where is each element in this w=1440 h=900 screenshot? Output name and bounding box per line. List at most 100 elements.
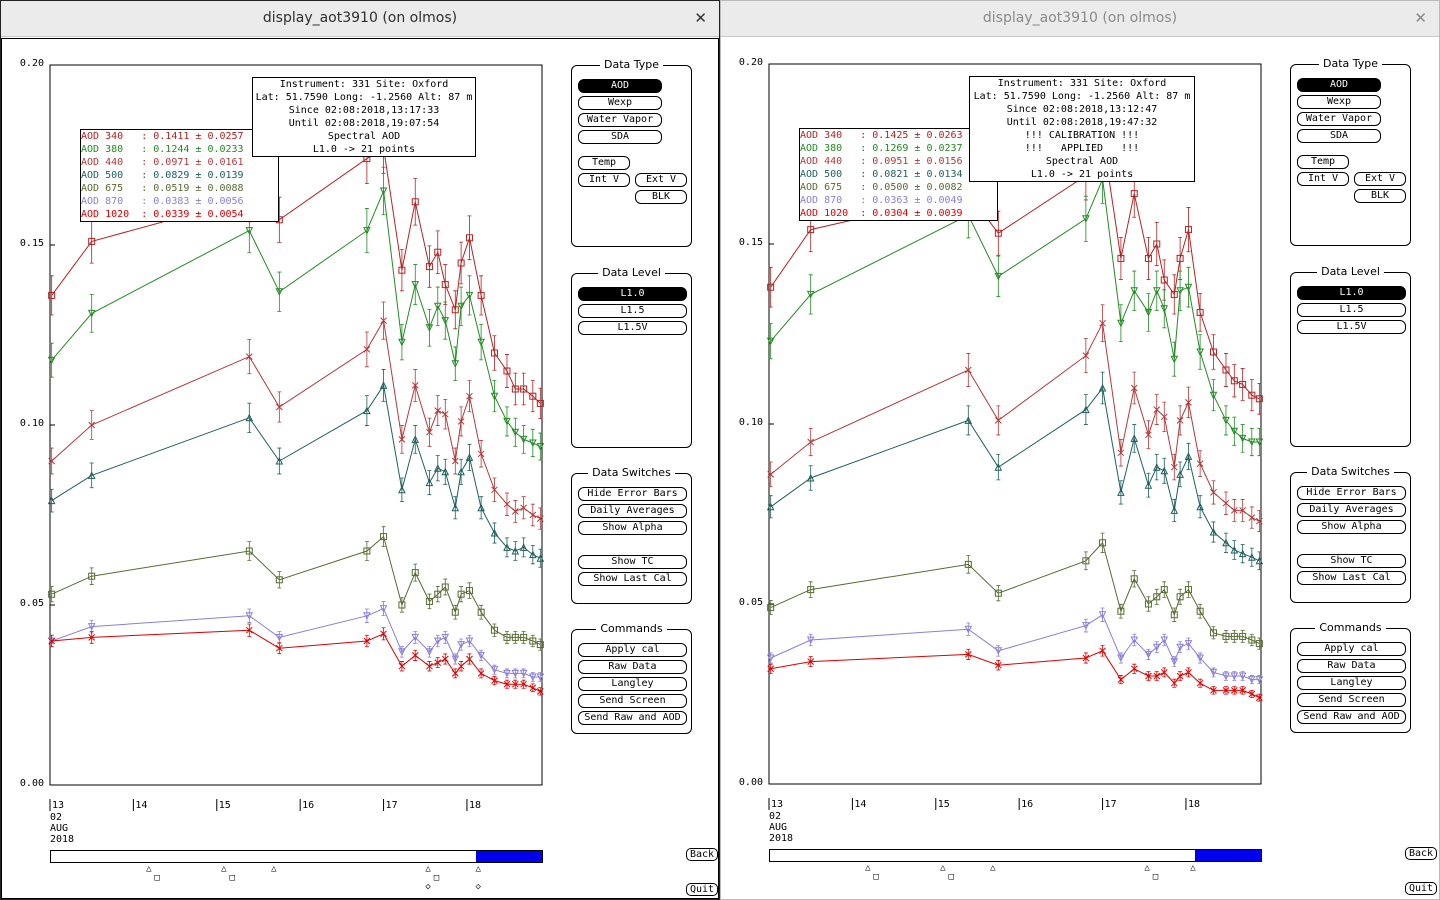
data-type-water-vapor-button[interactable]: Water Vapor [578, 113, 662, 127]
error-bar [966, 622, 971, 636]
data-level-l15-button[interactable]: L1.5 [578, 304, 687, 318]
series-line [51, 189, 541, 448]
data-point [536, 515, 544, 522]
daily-averages-button[interactable]: Daily Averages [1297, 503, 1406, 517]
data-point [1176, 287, 1184, 295]
data-point [1222, 366, 1230, 374]
panel-title: Data Type [572, 58, 691, 72]
raw-data-button[interactable]: Raw Data [578, 660, 687, 674]
error-bar [399, 597, 404, 613]
timeline-bar[interactable] [50, 850, 543, 863]
data-type-ext-v-button[interactable]: Ext V [1354, 172, 1406, 186]
info-box: Instrument: 331 Site: Oxford Lat: 51.7590… [252, 77, 476, 157]
panel-title-text: Commands [1315, 621, 1386, 634]
data-point [994, 272, 1003, 281]
data-type-sda-button[interactable]: SDA [578, 130, 662, 144]
show-last-cal-button[interactable]: Show Last Cal [578, 572, 687, 586]
data-point [457, 662, 465, 670]
data-type-temp-button[interactable]: Temp [578, 156, 630, 170]
data-level-l10-button[interactable]: L1.0 [1297, 286, 1406, 300]
titlebar[interactable]: display_aot3910 (on olmos) ✕ [1, 1, 719, 37]
data-point [426, 662, 433, 670]
error-bar [1198, 334, 1203, 370]
data-point [511, 633, 519, 641]
close-icon[interactable]: ✕ [694, 9, 707, 27]
error-bar [1232, 540, 1237, 560]
error-bar [413, 425, 418, 454]
data-level-l15v-button[interactable]: L1.5V [578, 321, 687, 335]
error-bar [459, 458, 464, 485]
data-type-ext-v-button[interactable]: Ext V [635, 173, 687, 187]
send-screen-button[interactable]: Send Screen [1297, 693, 1406, 707]
timeline-marker: □ [948, 872, 954, 882]
data-point [411, 569, 419, 577]
raw-data-button[interactable]: Raw Data [1297, 659, 1406, 673]
apply-cal-button[interactable]: Apply cal [1297, 642, 1406, 656]
close-icon[interactable]: ✕ [1414, 9, 1427, 27]
show-tc-button[interactable]: Show TC [1297, 554, 1406, 568]
daily-averages-button[interactable]: Daily Averages [578, 504, 687, 518]
data-type-aod-button[interactable]: AOD [578, 79, 662, 93]
error-bar [381, 526, 386, 547]
timeline-selection[interactable] [1195, 850, 1261, 861]
data-type-wexp-button[interactable]: Wexp [1297, 95, 1381, 109]
langley-button[interactable]: Langley [578, 677, 687, 691]
data-point [806, 636, 815, 645]
data-point [457, 590, 465, 598]
data-type-int-v-button[interactable]: Int V [578, 173, 630, 187]
titlebar[interactable]: display_aot3910 (on olmos) ✕ [721, 1, 1439, 37]
timeline-bar[interactable] [769, 849, 1262, 862]
show-last-cal-button[interactable]: Show Last Cal [1297, 571, 1406, 585]
send-raw-and-aod-button[interactable]: Send Raw and AOD [578, 711, 687, 725]
show-alpha-button[interactable]: Show Alpha [1297, 520, 1406, 534]
data-point [1153, 593, 1161, 601]
send-screen-button[interactable]: Send Screen [578, 694, 687, 708]
panel-data-level: Data Level L1.0 L1.5 L1.5V [571, 266, 692, 448]
error-bar [1146, 236, 1151, 280]
langley-button[interactable]: Langley [1297, 676, 1406, 690]
error-bar [1257, 382, 1262, 415]
data-point [519, 669, 528, 678]
data-type-water-vapor-button[interactable]: Water Vapor [1297, 112, 1381, 126]
data-point [425, 597, 433, 605]
back-button[interactable]: Back [1405, 847, 1438, 860]
error-bar [1240, 368, 1245, 401]
data-point [503, 367, 511, 375]
show-tc-button[interactable]: Show TC [578, 555, 687, 569]
data-type-wexp-button[interactable]: Wexp [578, 96, 662, 110]
series-aod-1020 [767, 645, 1263, 702]
data-level-l10-button[interactable]: L1.0 [578, 287, 687, 301]
send-raw-and-aod-button[interactable]: Send Raw and AOD [1297, 710, 1406, 724]
quit-button[interactable]: Quit [686, 883, 719, 896]
back-button[interactable]: Back [686, 848, 719, 861]
timeline-selection[interactable] [476, 851, 542, 862]
hide-error-bars-button[interactable]: Hide Error Bars [578, 487, 687, 501]
data-level-l15v-button[interactable]: L1.5V [1297, 320, 1406, 334]
data-type-blk-button[interactable]: BLK [1354, 189, 1406, 203]
data-type-temp-button[interactable]: Temp [1297, 155, 1349, 169]
data-point [425, 648, 434, 656]
data-point [1176, 593, 1184, 601]
data-level-l15-button[interactable]: L1.5 [1297, 303, 1406, 317]
data-point [964, 625, 973, 634]
error-bar [1100, 532, 1105, 553]
legend-name: AOD 675 [81, 183, 124, 194]
data-point [48, 590, 56, 598]
data-type-sda-button[interactable]: SDA [1297, 129, 1381, 143]
show-alpha-button[interactable]: Show Alpha [578, 521, 687, 535]
data-point [275, 644, 283, 652]
legend-sep: : [842, 156, 873, 167]
data-point [379, 605, 388, 613]
data-point [964, 366, 972, 374]
data-point [1176, 417, 1184, 424]
data-point [519, 435, 528, 444]
data-type-aod-button[interactable]: AOD [1297, 78, 1381, 92]
data-type-int-v-button[interactable]: Int V [1297, 172, 1349, 186]
legend-name: AOD 1020 [800, 208, 849, 219]
data-point [511, 385, 519, 393]
apply-cal-button[interactable]: Apply cal [578, 643, 687, 657]
hide-error-bars-button[interactable]: Hide Error Bars [1297, 486, 1406, 500]
data-type-blk-button[interactable]: BLK [635, 190, 687, 204]
legend-sep: : [848, 208, 873, 219]
quit-button[interactable]: Quit [1405, 882, 1438, 895]
